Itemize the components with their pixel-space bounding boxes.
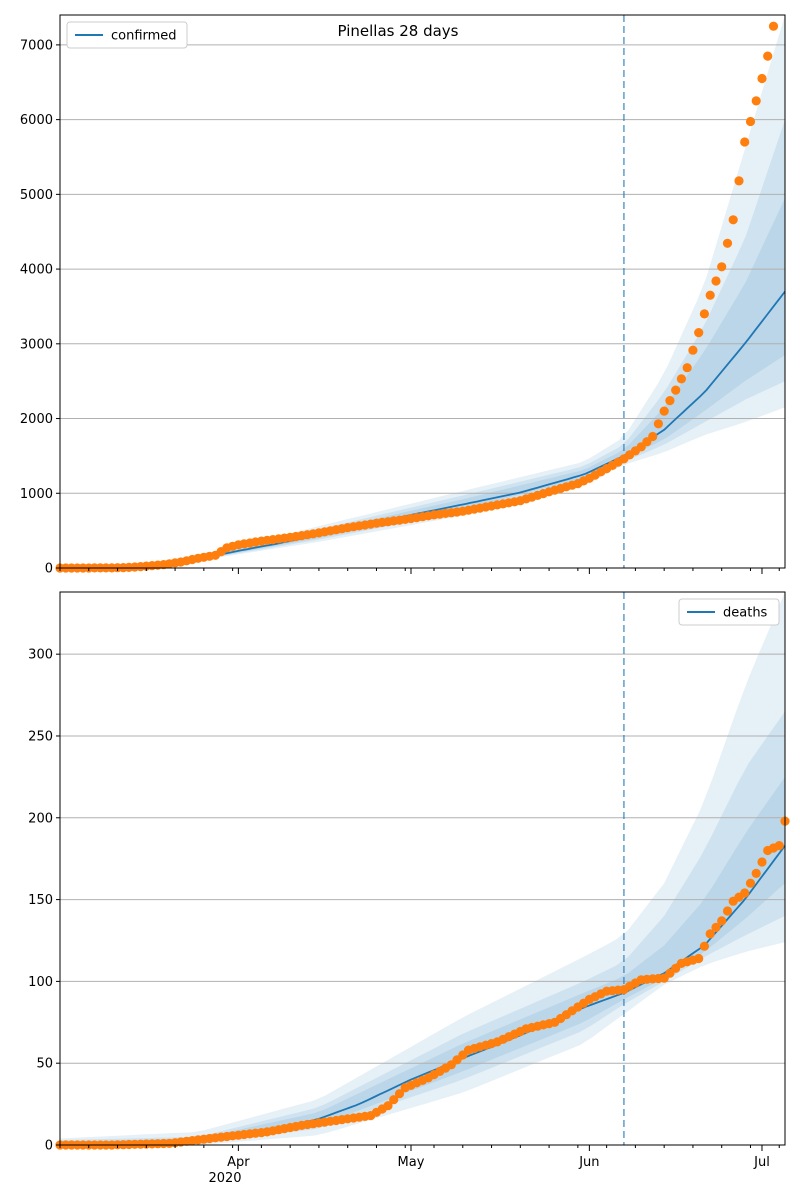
x-axis-year-label: 2020 (208, 1171, 241, 1186)
confirmed-gridlines (60, 44, 785, 569)
y-tick-label: 100 (28, 975, 53, 990)
observed-point (757, 73, 767, 84)
observed-point (768, 21, 779, 31)
observed-point (694, 953, 704, 964)
confirmed-uncertainty-bands (198, 15, 786, 561)
y-tick-label: 200 (28, 811, 53, 826)
observed-point (676, 374, 687, 384)
observed-point (665, 396, 675, 406)
y-tick-label: 1000 (20, 487, 53, 502)
deaths-panel: 0 50 100 150 200 250 300 Apr May Jun Jul 2020 dea… (28, 591, 790, 1186)
observed-point (705, 290, 715, 300)
y-tick-label: 2000 (20, 412, 53, 427)
observed-point (694, 328, 704, 338)
observed-point (751, 96, 761, 106)
observed-point (389, 1095, 399, 1105)
confirmed-x-ticks (59, 568, 780, 574)
observed-point (722, 238, 733, 248)
confirmed-panel: 0 1000 2000 3000 4000 5000 6000 7000 Pinellas 2… (20, 14, 786, 577)
confirmed-observed-points (55, 21, 779, 573)
x-tick-label: Jun (578, 1155, 599, 1170)
y-tick-label: 7000 (20, 38, 53, 53)
deaths-uncertainty-bands (60, 592, 785, 1145)
observed-point (751, 868, 761, 879)
observed-point (711, 922, 721, 933)
observed-point (648, 431, 658, 442)
observed-point (705, 929, 715, 939)
observed-point (740, 137, 750, 147)
observed-point (740, 888, 750, 898)
observed-point (394, 1089, 405, 1099)
confirmed-plot-frame (59, 14, 786, 569)
deaths-y-ticks: 0 50 100 150 200 250 300 (28, 648, 60, 1154)
chart-title: Pinellas 28 days (338, 22, 459, 40)
y-tick-label: 6000 (20, 113, 53, 128)
observed-point (717, 916, 727, 926)
observed-point (722, 906, 733, 916)
observed-point (671, 385, 681, 395)
legend-label: confirmed (111, 29, 177, 44)
y-tick-label: 3000 (20, 337, 53, 352)
deaths-plot-frame (59, 591, 786, 1146)
y-tick-label: 0 (45, 1139, 53, 1154)
x-tick-label: Jul (753, 1155, 770, 1170)
observed-point (763, 51, 773, 61)
deaths-legend: deaths (678, 598, 780, 626)
confirmed-legend: confirmed (66, 21, 188, 49)
confirmed-y-ticks: 0 1000 2000 3000 4000 5000 6000 7000 (20, 38, 60, 577)
observed-point (717, 262, 727, 272)
observed-point (711, 276, 721, 286)
observed-point (699, 309, 710, 319)
uncertainty-band-1 (60, 592, 785, 1145)
y-tick-label: 5000 (20, 188, 53, 203)
observed-point (682, 363, 692, 373)
y-tick-label: 250 (28, 729, 53, 744)
uncertainty-band-2 (60, 711, 785, 1145)
y-tick-label: 50 (36, 1057, 53, 1072)
y-tick-label: 4000 (20, 263, 53, 278)
legend-box (66, 21, 188, 49)
observed-point (383, 1101, 393, 1111)
x-tick-label: Apr (227, 1155, 250, 1170)
uncertainty-band-3 (60, 776, 785, 1145)
observed-point (745, 116, 756, 127)
observed-point (757, 857, 767, 867)
deaths-observed-points (55, 816, 790, 1150)
deaths-x-ticks: Apr May Jun Jul (59, 1145, 780, 1170)
observed-point (734, 176, 744, 186)
observed-point (699, 941, 710, 951)
observed-point (659, 406, 669, 416)
observed-point (774, 841, 784, 851)
y-tick-label: 300 (28, 648, 53, 663)
y-tick-label: 150 (28, 893, 53, 908)
observed-point (728, 215, 738, 225)
observed-point (745, 878, 756, 888)
observed-point (653, 419, 664, 429)
legend-box (678, 598, 780, 626)
y-tick-label: 0 (45, 562, 53, 577)
observed-point (688, 345, 698, 355)
legend-label: deaths (723, 606, 768, 621)
x-tick-label: May (398, 1155, 425, 1170)
uncertainty-band-1 (198, 15, 786, 561)
